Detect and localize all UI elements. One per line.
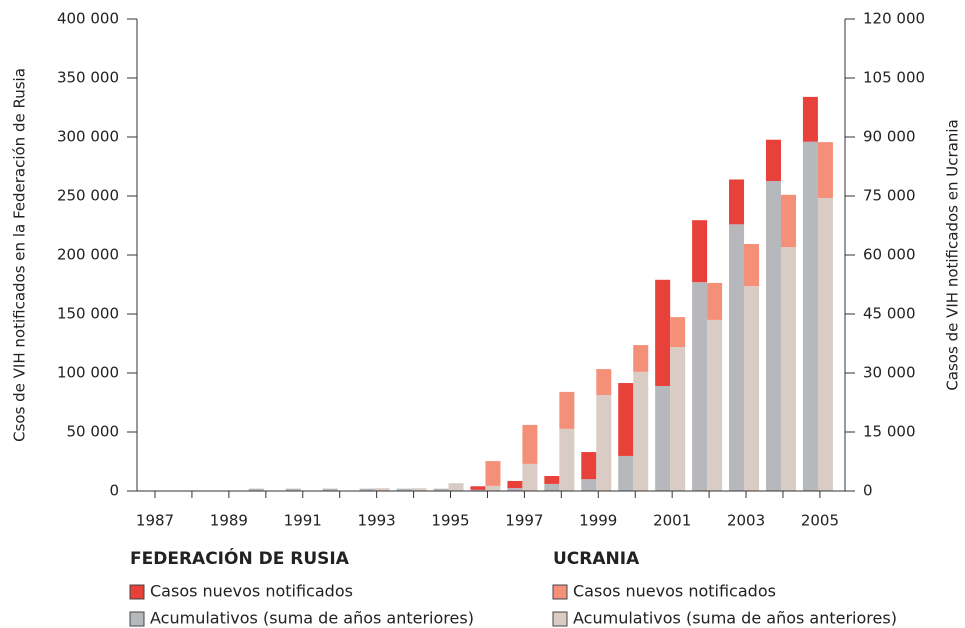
y-tick-label: 0 (109, 482, 119, 500)
bar (470, 489, 486, 491)
y2-tick-label: 90 000 (863, 128, 916, 146)
bar (618, 383, 634, 456)
legend-label: Acumulativos (suma de años anteriores) (150, 609, 474, 628)
legend-label: Casos nuevos notificados (150, 582, 353, 601)
bar (544, 476, 560, 484)
y-axis-label: Csos de VIH notificados en la Federación… (11, 68, 29, 442)
bar (433, 488, 449, 491)
bar (802, 96, 818, 142)
bar (692, 220, 708, 283)
bar (707, 319, 723, 491)
bar (633, 345, 649, 372)
bar (507, 480, 523, 489)
bar (633, 371, 649, 491)
bar (522, 463, 538, 491)
legend-header: UCRANIA (553, 549, 640, 569)
bar (655, 385, 671, 491)
legend-swatch (129, 584, 145, 600)
bar (396, 488, 412, 491)
y-tick-label: 300 000 (57, 128, 119, 146)
bar (359, 488, 375, 491)
bar (744, 286, 760, 491)
x-tick-label: 1999 (579, 512, 617, 530)
bar (596, 369, 612, 396)
bar (559, 428, 575, 491)
y2-tick-label: 15 000 (863, 423, 916, 441)
bar (707, 282, 723, 320)
legend-header: FEDERACIÓN DE RUSIA (130, 547, 350, 569)
y-tick-label: 250 000 (57, 187, 119, 205)
x-tick-label: 1987 (136, 512, 174, 530)
x-tick-label: 1991 (284, 512, 322, 530)
y2-tick-label: 30 000 (863, 364, 916, 382)
bar (285, 488, 301, 491)
legend-label: Acumulativos (suma de años anteriores) (573, 609, 897, 628)
y-tick-label: 400 000 (57, 10, 119, 28)
x-tick-label: 1993 (358, 512, 396, 530)
bar (411, 488, 427, 491)
x-tick-label: 1995 (431, 512, 469, 530)
y-tick-label: 150 000 (57, 305, 119, 323)
bar (596, 395, 612, 491)
bar (485, 485, 501, 491)
bar (729, 179, 745, 225)
bar (581, 452, 597, 480)
x-tick-label: 1997 (505, 512, 543, 530)
y2-axis-label: Casos de VIH notificados en Ucrania (944, 119, 962, 390)
bar (692, 282, 708, 491)
bar (522, 424, 538, 464)
y-tick-label: 200 000 (57, 246, 119, 264)
bar (817, 142, 833, 198)
bar (470, 486, 486, 490)
bar (802, 141, 818, 491)
y-tick-label: 50 000 (67, 423, 120, 441)
bar (670, 317, 686, 348)
bar (374, 488, 390, 491)
bar (544, 483, 560, 491)
y2-tick-label: 45 000 (863, 305, 916, 323)
bar (780, 247, 796, 491)
x-tick-label: 2003 (727, 512, 765, 530)
bar (559, 391, 575, 429)
bar (581, 479, 597, 491)
y2-tick-label: 120 000 (863, 10, 925, 28)
bar (744, 243, 760, 287)
bar (618, 455, 634, 491)
bar (485, 461, 501, 486)
y-tick-label: 100 000 (57, 364, 119, 382)
y-tick-label: 350 000 (57, 69, 119, 87)
y2-tick-label: 60 000 (863, 246, 916, 264)
x-tick-label: 1989 (210, 512, 248, 530)
bar (729, 224, 745, 491)
legend-swatch (552, 611, 568, 627)
legend-label: Casos nuevos notificados (573, 582, 776, 601)
bar (322, 488, 338, 491)
legend-swatch (552, 584, 568, 600)
y2-tick-label: 105 000 (863, 69, 925, 87)
bar (765, 139, 781, 182)
y2-tick-label: 75 000 (863, 187, 916, 205)
bar (670, 347, 686, 491)
x-tick-label: 2001 (653, 512, 691, 530)
y2-tick-label: 0 (863, 482, 873, 500)
bar (765, 181, 781, 491)
bar (780, 194, 796, 248)
bar (507, 488, 523, 491)
x-tick-label: 2005 (801, 512, 839, 530)
legend-swatch (129, 611, 145, 627)
bar (448, 483, 464, 491)
bar (655, 279, 671, 386)
bar (248, 488, 264, 491)
bar (817, 197, 833, 491)
